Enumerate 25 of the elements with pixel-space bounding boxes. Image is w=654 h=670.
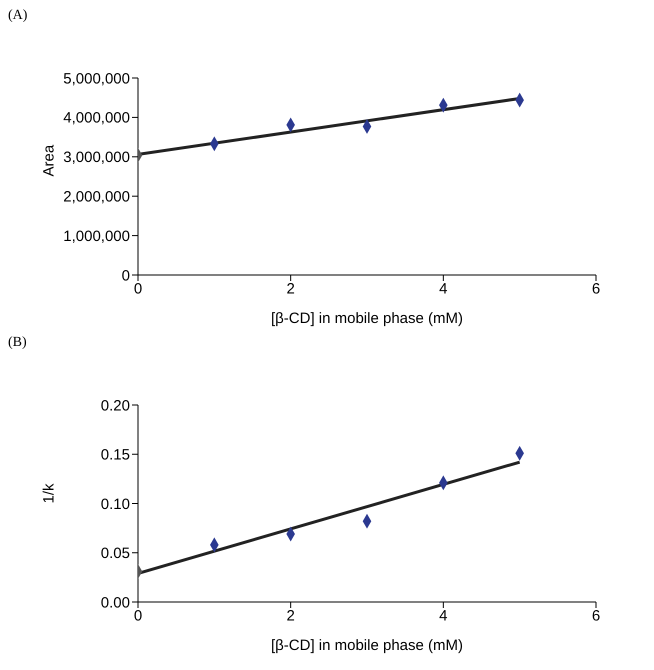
text: (B) bbox=[8, 335, 27, 351]
y-axis-title: Area bbox=[40, 144, 58, 176]
x-tick-label: 6 bbox=[592, 608, 600, 625]
y-tick-label: 4,000,000 bbox=[63, 110, 130, 127]
x-axis-title: [β-CD] in mobile phase (mM) bbox=[270, 637, 464, 654]
y-tick-label: 1,000,000 bbox=[63, 228, 130, 245]
y-tick-label: 2,000,000 bbox=[63, 188, 130, 206]
y-tick-label: 0.00 bbox=[100, 594, 130, 612]
x-tick-label: 2 bbox=[286, 608, 295, 625]
y-tick-label: 0.05 bbox=[100, 545, 130, 562]
y-tick-label: 0 bbox=[122, 267, 130, 284]
x-axis-title: [β-CD] in mobile phase (mM) bbox=[270, 310, 464, 327]
text: (A) bbox=[8, 8, 28, 24]
y-tick-label: 0.10 bbox=[100, 496, 130, 513]
y-tick-label: 0.15 bbox=[100, 446, 130, 464]
y-tick-label: 3,000,000 bbox=[63, 149, 130, 166]
x-tick-label: 4 bbox=[439, 608, 448, 625]
x-tick-label: 6 bbox=[592, 280, 600, 298]
x-tick-label: 2 bbox=[286, 280, 295, 298]
y-axis-title: 1/k bbox=[40, 482, 58, 504]
x-tick-label: 0 bbox=[134, 280, 142, 298]
y-tick-label: 5,000,000 bbox=[63, 70, 130, 88]
x-tick-label: 4 bbox=[439, 280, 448, 298]
x-tick-label: 0 bbox=[134, 608, 142, 625]
y-tick-label: 0.20 bbox=[100, 397, 130, 414]
